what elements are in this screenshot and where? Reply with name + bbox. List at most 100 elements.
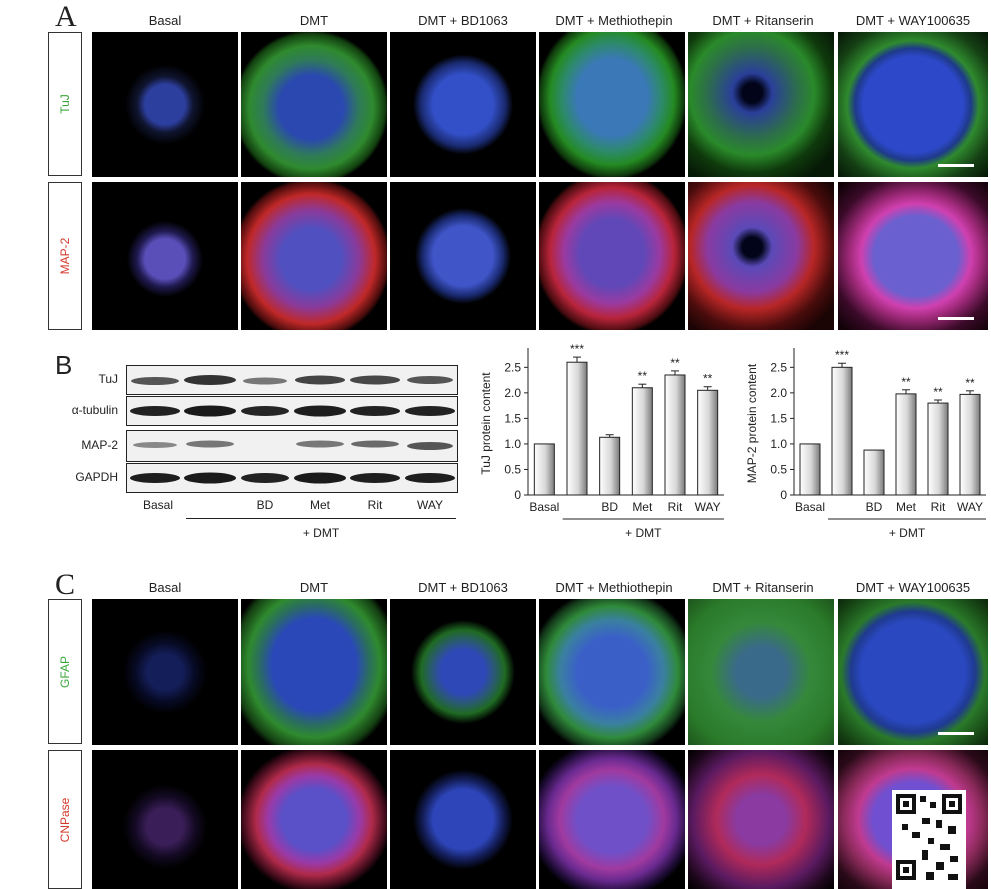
bar — [664, 374, 686, 496]
x-tick-label: Basal — [795, 500, 825, 514]
x-tick-label: Met — [632, 500, 653, 514]
x-tick-label: WAY — [957, 500, 983, 514]
lane-label-rit: Rit — [367, 498, 383, 512]
group-label: + DMT — [625, 526, 662, 540]
bar — [959, 393, 981, 496]
col-title-ritanserin: DMT + Ritanserin — [712, 13, 814, 28]
micrograph-gfap-ritanserin — [688, 599, 834, 745]
blot-bands-tuj — [131, 375, 453, 385]
significance-marker: ** — [703, 372, 713, 386]
row-label-box-map2: MAP-2 — [48, 182, 82, 330]
col-title-bd1063: DMT + BD1063 — [418, 13, 508, 28]
scale-bar — [938, 732, 974, 735]
micrograph-cnpase-methiothepin — [539, 750, 685, 889]
bar — [895, 393, 917, 496]
significance-marker: ** — [638, 369, 648, 383]
bar — [631, 387, 653, 496]
qr-code — [892, 790, 966, 889]
bar — [599, 436, 621, 496]
row-label-box-tuj: TuJ — [48, 32, 82, 176]
blot-strip-tuj — [126, 365, 458, 395]
bar — [927, 402, 949, 496]
lane-label-met: Met — [309, 498, 330, 512]
micrograph-tuj-basal — [92, 32, 238, 177]
group-label: + DMT — [889, 526, 926, 540]
y-axis-label: MAP-2 protein content — [745, 363, 759, 483]
y-tick-label: 0 — [514, 488, 521, 502]
panel-c-label: C — [55, 568, 76, 601]
blot-bands-map2 — [133, 440, 453, 450]
bar — [863, 449, 885, 496]
blot-strip-tubulin — [126, 396, 458, 426]
y-tick-label: 1.0 — [504, 437, 521, 451]
row-label-gfap: GFAP — [58, 655, 72, 688]
x-tick-label: BD — [866, 500, 883, 514]
col-title-basal: Basal — [148, 13, 182, 28]
col-title-dmt: DMT — [299, 13, 329, 28]
panel-a-label: A — [55, 0, 77, 33]
micrograph-map2-basal — [92, 182, 238, 330]
scale-bar — [938, 164, 974, 167]
col-title-methiothepin-c: DMT + Methiothepin — [555, 580, 673, 595]
micrograph-map2-dmt — [241, 182, 387, 330]
micrograph-tuj-bd1063 — [390, 32, 536, 177]
micrograph-gfap-bd1063 — [390, 599, 536, 745]
y-tick-label: 2.0 — [770, 386, 787, 400]
y-tick-label: 2.5 — [504, 360, 521, 374]
micrograph-map2-bd1063 — [390, 182, 536, 330]
y-tick-label: 2.5 — [770, 360, 787, 374]
significance-marker: ** — [933, 385, 943, 399]
col-title-basal-c: Basal — [148, 580, 182, 595]
micrograph-cnpase-way100635 — [838, 750, 988, 889]
lane-label-way: WAY — [417, 498, 443, 512]
bar — [566, 361, 588, 496]
bar — [799, 443, 821, 496]
row-label-map2: MAP-2 — [58, 237, 72, 275]
dmt-bracket-line — [186, 518, 456, 519]
significance-marker: *** — [835, 348, 849, 362]
micrograph-gfap-methiothepin — [539, 599, 685, 745]
x-tick-label: BD — [601, 500, 618, 514]
micrograph-map2-methiothepin — [539, 182, 685, 330]
row-label-box-cnpase: CNPase — [48, 750, 82, 889]
lane-label-bd: BD — [256, 498, 274, 512]
micrograph-tuj-methiothepin — [539, 32, 685, 177]
micrograph-map2-ritanserin — [688, 182, 834, 330]
row-label-box-gfap: GFAP — [48, 599, 82, 744]
tuj-bar-chart: 0 0.5 1.0 1.5 2.0 2.5 TuJ protein content Basal… — [479, 342, 724, 540]
micrograph-tuj-dmt — [241, 32, 387, 177]
micrograph-cnpase-bd1063 — [390, 750, 536, 889]
x-tick-label: Rit — [931, 500, 946, 514]
bar — [831, 366, 853, 496]
significance-marker: *** — [570, 342, 584, 356]
blot-treatment-label: + DMT — [302, 526, 340, 540]
y-tick-label: 1.0 — [770, 437, 787, 451]
y-axis-label: TuJ protein content — [479, 372, 493, 475]
row-label-tuj: TuJ — [58, 94, 72, 114]
x-tick-label: Met — [896, 500, 917, 514]
significance-marker: ** — [670, 356, 680, 370]
col-title-bd1063-c: DMT + BD1063 — [418, 580, 508, 595]
micrograph-map2-way100635 — [838, 182, 988, 330]
micrograph-cnpase-basal — [92, 750, 238, 889]
micrograph-tuj-ritanserin — [688, 32, 834, 177]
y-tick-label: 2.0 — [504, 386, 521, 400]
col-title-methiothepin: DMT + Methiothepin — [555, 13, 673, 28]
y-tick-label: 0 — [780, 488, 787, 502]
row-label-cnpase: CNPase — [58, 797, 72, 842]
y-tick-label: 1.5 — [504, 411, 521, 425]
scale-bar — [938, 317, 974, 320]
micrograph-cnpase-dmt — [241, 750, 387, 889]
micrograph-gfap-way100635 — [838, 599, 988, 745]
col-title-dmt-c: DMT — [299, 580, 329, 595]
blot-label-map2: MAP-2 — [81, 438, 118, 452]
micrograph-tuj-way100635 — [838, 32, 988, 177]
panel-b-label: B — [55, 350, 73, 380]
significance-marker: ** — [965, 376, 975, 390]
blot-bands-tubulin — [130, 405, 455, 417]
col-title-way100635: DMT + WAY100635 — [855, 13, 971, 28]
micrograph-gfap-dmt — [241, 599, 387, 745]
bar — [533, 443, 555, 496]
y-tick-label: 0.5 — [504, 462, 521, 476]
map2-bar-chart: 0 0.5 1.0 1.5 2.0 2.5 MAP-2 protein content Bas… — [745, 348, 986, 540]
